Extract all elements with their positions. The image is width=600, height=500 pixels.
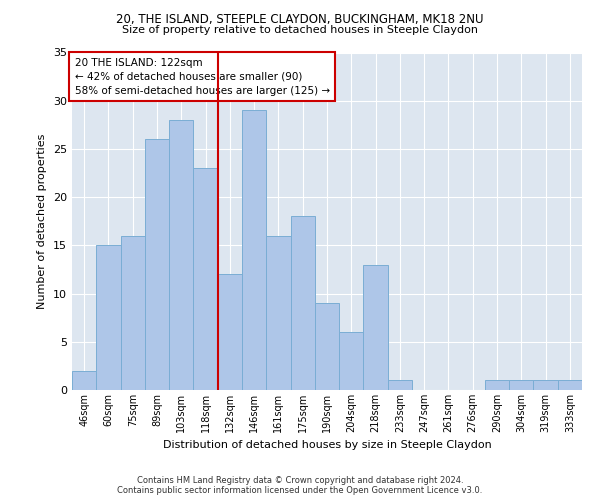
Bar (169, 120, 193, 390)
Text: Size of property relative to detached houses in Steeple Claydon: Size of property relative to detached ho… (122, 25, 478, 35)
Text: 20, THE ISLAND, STEEPLE CLAYDON, BUCKINGHAM, MK18 2NU: 20, THE ISLAND, STEEPLE CLAYDON, BUCKING… (116, 12, 484, 26)
Bar (315, 303, 339, 390)
Bar (218, 274, 242, 390)
Bar (72, 370, 96, 390)
Bar (339, 332, 364, 390)
Bar (266, 236, 290, 390)
Bar (364, 264, 388, 390)
Bar (509, 380, 533, 390)
Bar (96, 246, 121, 390)
Bar (121, 236, 145, 390)
Bar (145, 140, 169, 390)
Bar (290, 216, 315, 390)
Bar (242, 110, 266, 390)
Bar (558, 380, 582, 390)
Bar (533, 380, 558, 390)
Y-axis label: Number of detached properties: Number of detached properties (37, 134, 47, 309)
Bar (388, 380, 412, 390)
Bar (485, 380, 509, 390)
Text: Contains HM Land Registry data © Crown copyright and database right 2024.
Contai: Contains HM Land Registry data © Crown c… (118, 476, 482, 495)
Text: 20 THE ISLAND: 122sqm
← 42% of detached houses are smaller (90)
58% of semi-deta: 20 THE ISLAND: 122sqm ← 42% of detached … (74, 58, 329, 96)
Bar (193, 168, 218, 390)
X-axis label: Distribution of detached houses by size in Steeple Claydon: Distribution of detached houses by size … (163, 440, 491, 450)
